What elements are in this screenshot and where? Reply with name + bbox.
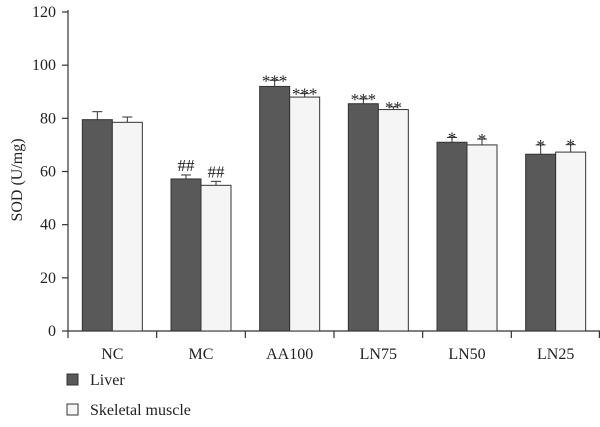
significance-label: * — [536, 136, 545, 155]
x-category-label: NC — [101, 346, 123, 363]
legend-swatch — [66, 403, 79, 416]
significance-label: * — [566, 136, 575, 155]
significance-label: * — [448, 128, 457, 147]
bar — [81, 119, 113, 332]
bar — [347, 103, 379, 332]
y-tick-label: 120 — [32, 4, 56, 21]
bar — [200, 184, 232, 332]
bar — [466, 144, 498, 332]
y-axis-title: SOD (U/mg) — [9, 138, 26, 221]
significance-label: ## — [178, 156, 196, 175]
significance-label: ## — [208, 162, 226, 181]
x-axis: NC MC AA100 LN75 LN50 LN25 — [67, 330, 600, 363]
y-tick-label: 20 — [40, 270, 56, 287]
significance-label: *** — [292, 85, 318, 104]
legend-swatch — [66, 373, 79, 386]
bar — [259, 85, 291, 332]
y-tick-label: 60 — [40, 164, 56, 181]
legend-label: Liver — [90, 372, 125, 389]
bar — [170, 178, 202, 332]
significance-label: *** — [351, 90, 377, 109]
y-axis: 0 20 40 60 80 100 120 — [32, 4, 69, 340]
x-category-label: MC — [189, 346, 214, 363]
significance-markers: ## ##****** *** *** * * * — [178, 71, 575, 181]
legend-label: Skeletal muscle — [90, 402, 191, 419]
significance-label: * — [478, 130, 487, 149]
legend: Liver Skeletal muscle — [66, 372, 191, 419]
y-tick-label: 100 — [32, 57, 56, 74]
bar — [525, 153, 557, 332]
bar — [377, 109, 409, 332]
significance-label: *** — [262, 71, 288, 90]
x-category-label: LN25 — [537, 346, 574, 363]
bars — [81, 79, 587, 332]
x-category-label: AA100 — [266, 346, 313, 363]
significance-label: ** — [385, 98, 402, 117]
y-tick-label: 0 — [48, 323, 56, 340]
x-category-label: LN75 — [360, 346, 397, 363]
y-tick-label: 40 — [40, 217, 56, 234]
y-tick-label: 80 — [40, 110, 56, 127]
bar — [111, 121, 143, 332]
bar — [555, 151, 587, 332]
x-category-label: LN50 — [448, 346, 485, 363]
bar — [289, 96, 321, 332]
bar — [436, 141, 468, 332]
